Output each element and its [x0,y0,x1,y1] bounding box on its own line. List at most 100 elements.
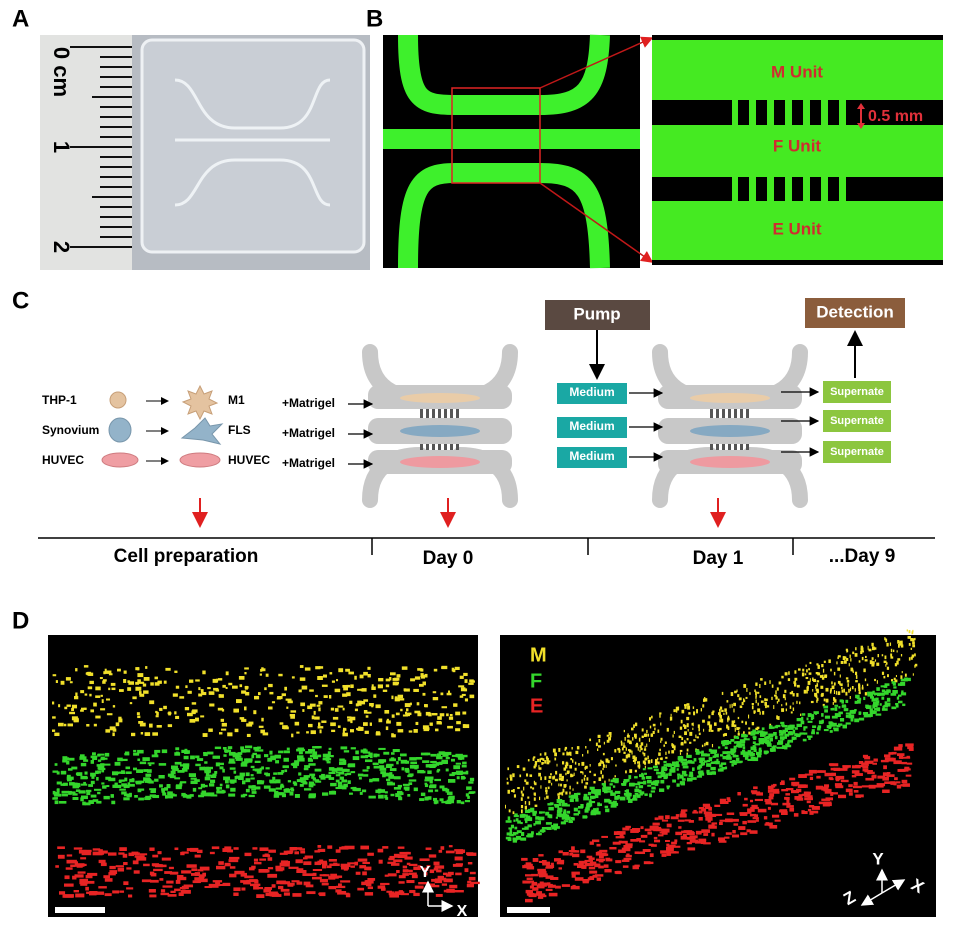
dot [642,849,651,853]
dot [769,723,772,727]
dot [864,692,867,696]
dot [544,752,547,756]
dot [710,766,716,771]
dot [848,663,850,667]
dot [71,766,78,770]
dot [796,733,801,738]
dot [843,708,849,712]
dot [303,777,309,781]
dot [52,716,56,719]
dot [614,790,621,794]
dot [389,677,392,681]
dot [895,703,899,706]
dot [558,792,562,795]
dot [753,786,758,790]
dot [719,764,723,768]
dot [256,770,262,774]
dot [861,785,871,788]
dot [610,792,616,796]
dot [98,859,106,864]
chip-pillar [426,444,429,450]
dot [55,792,60,796]
dot [867,771,875,775]
dot [426,727,430,731]
dot [637,851,646,855]
dot [425,764,433,768]
dot [264,772,269,775]
dot [670,713,672,717]
dot [154,778,159,782]
dot [642,768,646,771]
dot [464,800,470,803]
dot [297,757,305,762]
dot [334,688,341,693]
dot [524,801,527,805]
dot [747,811,752,814]
dot [614,775,616,778]
dot [720,754,724,757]
dot [557,793,560,796]
dot [341,768,348,772]
dot [774,735,778,740]
dot [246,733,251,738]
dot [828,725,832,730]
dot [609,783,613,786]
dot [698,772,705,776]
dot [537,870,547,875]
chip-pillar [444,444,447,450]
dot [877,775,886,779]
dot [607,760,610,764]
dot [734,736,739,739]
dot [361,881,372,886]
dot [765,704,767,709]
dot [242,780,246,785]
dot [428,712,432,717]
dot [794,677,798,681]
dot [604,805,609,808]
dot [646,743,648,748]
dot [318,722,321,727]
dot [546,761,550,765]
dot [749,813,757,817]
dot [538,817,542,821]
dot [279,862,290,867]
dot [545,756,548,760]
dot [833,727,836,730]
dot [57,854,65,859]
dot [830,668,832,672]
dot [802,738,807,742]
dot [85,886,89,891]
dot [133,767,138,771]
dot [612,785,616,788]
dot [188,773,197,777]
dot [455,753,463,758]
dot [391,695,394,700]
dot [357,688,363,691]
dot [816,680,820,683]
dot [462,771,468,775]
dot [759,747,762,752]
dot [542,758,545,761]
dot [638,785,644,789]
dot [752,741,756,744]
dot [731,720,735,725]
gap [652,177,732,201]
dot [906,762,913,765]
dot [662,766,666,769]
dot [710,729,714,732]
dot [682,765,689,769]
dot [95,715,101,719]
dot [314,850,321,853]
dot [464,698,469,702]
supernate-box [823,441,891,463]
dot [733,823,739,826]
dot [857,699,861,704]
dot [355,703,359,707]
dot [748,731,751,735]
dot [331,790,335,794]
dot [684,739,686,743]
dot [816,663,819,666]
dot [563,767,566,771]
dot [677,706,680,711]
dot [200,689,204,693]
